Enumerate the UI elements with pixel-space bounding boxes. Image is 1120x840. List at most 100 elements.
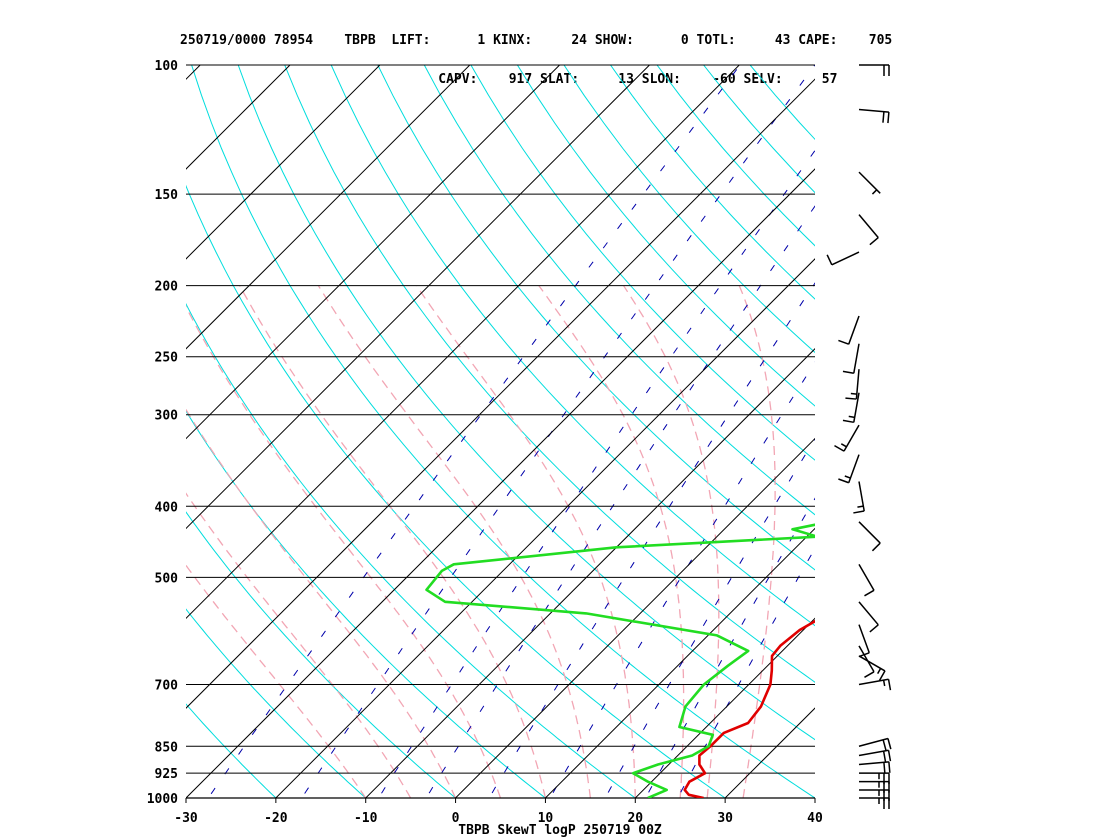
isotherm-line (186, 65, 741, 620)
isotherm-line (454, 437, 815, 798)
wind-barb-flag (842, 419, 854, 424)
wind-barb-flag (869, 624, 879, 633)
pressure-tick-label: 700 (155, 678, 179, 693)
dry-adiabat-line (330, 65, 815, 627)
wind-barb-flag (887, 738, 892, 750)
wind-barb-flag (882, 739, 887, 751)
wind-barb (858, 171, 881, 195)
wind-barb (834, 424, 860, 452)
wind-barb-flag (838, 339, 849, 345)
wind-barb (842, 392, 860, 424)
dewpoint-profile-line (425, 523, 815, 798)
wind-barb-flag (877, 668, 882, 675)
wind-barb-staff (831, 251, 860, 266)
temperature-tick-label: -10 (354, 811, 378, 826)
isotherm-line (186, 65, 561, 440)
wind-barb-flag (844, 475, 851, 479)
wind-barb (858, 678, 892, 691)
dry-adiabat-line (186, 511, 457, 798)
isotherm-line (0, 32, 54, 814)
wind-barb-flag (826, 254, 833, 266)
isotherm-line (364, 348, 815, 798)
wind-barb (838, 315, 860, 345)
wind-barb (859, 772, 890, 785)
wind-barb (858, 737, 892, 751)
pressure-tick-label: 150 (155, 188, 179, 203)
isotherm-line (186, 65, 381, 260)
dry-adiabat-line (186, 410, 547, 798)
isotherms (0, 32, 815, 814)
moist-adiabat-line (317, 285, 592, 798)
wind-barb (858, 749, 892, 763)
mixing-ratio-line (549, 361, 815, 798)
wind-barb (853, 481, 865, 514)
wind-barb-flag (838, 478, 849, 484)
wind-barb (845, 369, 860, 400)
isobars (186, 64, 815, 799)
dry-adiabat-line (186, 608, 367, 798)
isotherm-line (634, 617, 815, 798)
wind-barb-staff (858, 481, 865, 512)
isotherm-line (186, 78, 815, 709)
temperature-tick-label: -30 (174, 811, 198, 826)
header-line-1: 250719/0000 78954 TBPB LIFT: 1 KINX: 24 … (180, 33, 893, 48)
station-header: 250719/0000 78954 TBPB LIFT: 1 KINX: 24 … (180, 8, 892, 99)
isotherm-line (0, 32, 144, 814)
wind-barb-staff (858, 624, 870, 654)
wind-barb-staff (853, 343, 860, 374)
wind-barb-flag (864, 589, 875, 597)
wind-barb (858, 108, 890, 124)
dry-adiabat-line (749, 65, 815, 141)
wind-barb-flag (887, 679, 892, 691)
wind-barbs (826, 64, 892, 809)
wind-barb (858, 214, 879, 246)
moist-adiabat-line (186, 305, 502, 798)
wind-barb (859, 64, 890, 76)
isotherm-line (186, 168, 815, 798)
wind-barb (858, 645, 875, 678)
dry-adiabat-line (470, 65, 815, 461)
mixing-ratio-line (377, 149, 815, 798)
wind-barb-flag (882, 679, 886, 687)
mixing-ratio-line (207, 65, 741, 798)
wind-barb-staff (858, 563, 875, 591)
temperature-tick-label: 30 (717, 811, 733, 826)
wind-barb-flag (853, 510, 865, 514)
moist-adiabat-line (239, 285, 547, 798)
pressure-tick-label: 925 (155, 767, 178, 782)
wind-barb (858, 601, 879, 633)
wind-barb (858, 521, 881, 552)
moist-adiabat-line (186, 408, 457, 798)
wind-barb-flag (869, 237, 879, 246)
temperature-tick-label: 10 (538, 811, 554, 826)
isotherm-line (724, 707, 815, 798)
temperature-tick-labels: -30 -20 -10 0 10 20 30 40 (174, 798, 823, 826)
dry-adiabat-line (609, 65, 815, 300)
wind-barb (858, 624, 870, 658)
wind-barb-staff (858, 601, 879, 626)
sounding-profiles (425, 523, 815, 798)
moist-adiabat-line (738, 285, 776, 798)
wind-barb (842, 343, 860, 374)
wind-barb-flag (871, 542, 881, 552)
pressure-tick-label: 100 (155, 59, 179, 74)
wind-barb-flag (871, 189, 878, 195)
chart-caption: TBPB SkewT logP 250719 00Z (458, 823, 662, 838)
wind-barb-flag (850, 392, 857, 395)
wind-barb-flag (857, 505, 864, 508)
wind-barb-flag (834, 444, 845, 452)
wind-barb-flag (878, 670, 886, 681)
wind-barb-flag (848, 415, 855, 419)
isotherm-line (186, 65, 471, 350)
mixing-ratio-line (604, 437, 815, 798)
dry-adiabat-line (516, 65, 815, 407)
wind-barb-flag (864, 671, 875, 678)
wind-barb-flag (845, 397, 857, 400)
wind-barb-flag (882, 111, 885, 123)
wind-barb-flag (887, 750, 892, 762)
wind-barb-staff (843, 424, 860, 452)
dry-adiabat-line (186, 703, 277, 798)
isotherm-line (186, 65, 291, 170)
wind-barb-flag (858, 652, 870, 658)
pressure-tick-label: 300 (155, 409, 179, 424)
